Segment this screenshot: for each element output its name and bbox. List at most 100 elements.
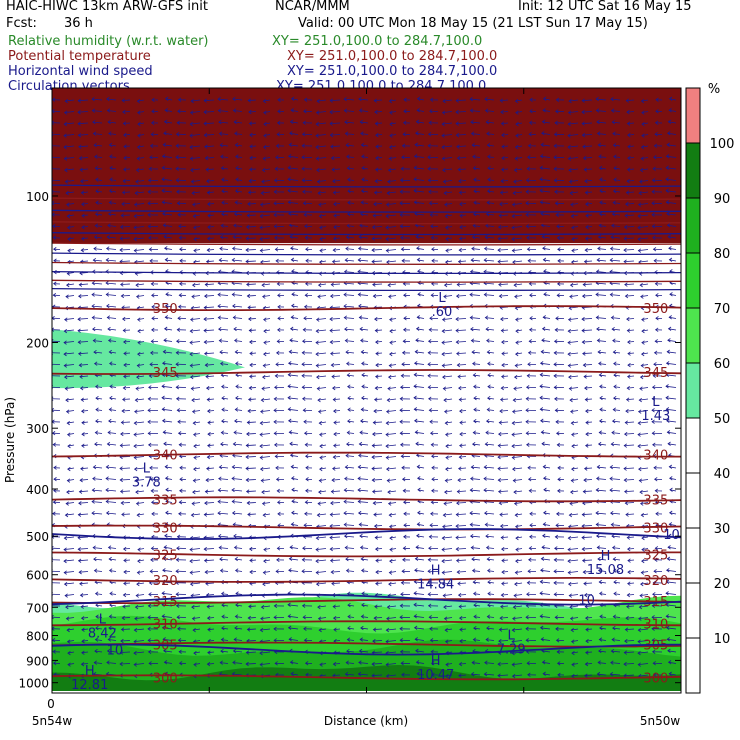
circulation-vector bbox=[247, 513, 257, 515]
circulation-vector bbox=[610, 294, 621, 296]
circulation-vector bbox=[627, 329, 635, 332]
circulation-vector-head bbox=[273, 178, 278, 183]
circulation-vector-head bbox=[303, 316, 307, 321]
circulation-vector bbox=[109, 386, 117, 388]
circulation-vector-head bbox=[248, 604, 252, 609]
circulation-vector-head bbox=[581, 546, 585, 552]
circulation-vector-head bbox=[204, 489, 209, 494]
circulation-vector bbox=[91, 305, 103, 308]
circulation-vector bbox=[109, 616, 117, 618]
circulation-vector-head bbox=[248, 546, 253, 552]
circulation-vector-head bbox=[78, 489, 83, 494]
circulation-vector bbox=[375, 387, 383, 389]
circulation-vector-head bbox=[63, 110, 68, 115]
circulation-vector bbox=[263, 329, 271, 332]
circulation-vector-head bbox=[235, 602, 239, 608]
circulation-vector-head bbox=[553, 362, 557, 367]
circulation-vector bbox=[207, 640, 215, 642]
circulation-vector-head bbox=[190, 512, 195, 518]
circulation-vector bbox=[260, 421, 271, 424]
circulation-vector-head bbox=[514, 144, 519, 150]
circulation-vector bbox=[568, 329, 579, 332]
circulation-vector bbox=[95, 409, 103, 411]
circulation-vector bbox=[458, 674, 467, 676]
circulation-vector bbox=[459, 203, 467, 205]
circulation-vector bbox=[585, 410, 593, 412]
circulation-vector-head bbox=[431, 247, 435, 252]
circulation-vector-head bbox=[427, 339, 432, 344]
circulation-vector-head bbox=[553, 350, 557, 355]
circulation-vector bbox=[204, 329, 215, 332]
circulation-vector-head bbox=[584, 247, 588, 253]
circulation-vector-head bbox=[262, 145, 267, 150]
circulation-vector-head bbox=[217, 511, 221, 516]
circulation-vector-head bbox=[248, 178, 252, 184]
circulation-vector bbox=[585, 237, 593, 239]
circulation-vector-head bbox=[287, 614, 291, 619]
circulation-vector-head bbox=[347, 395, 351, 401]
circulation-vector bbox=[541, 431, 551, 434]
circulation-vector-head bbox=[554, 120, 558, 125]
circulation-vector-head bbox=[441, 582, 446, 587]
circulation-vector bbox=[316, 111, 327, 114]
circulation-vector-head bbox=[219, 350, 223, 355]
circulation-vector bbox=[486, 213, 495, 216]
circulation-vector-head bbox=[385, 455, 389, 460]
circulation-vector-head bbox=[651, 189, 655, 194]
circulation-vector-head bbox=[430, 293, 434, 298]
circulation-vector-head bbox=[346, 211, 351, 217]
y-tick-label: 800 bbox=[26, 630, 49, 644]
circulation-vector-head bbox=[484, 522, 488, 527]
circulation-vector bbox=[610, 98, 621, 101]
circulation-vector-head bbox=[53, 465, 57, 470]
circulation-vector-head bbox=[343, 96, 347, 102]
circulation-vector-head bbox=[539, 384, 543, 389]
circulation-vector-head bbox=[176, 120, 180, 125]
circulation-vector bbox=[416, 454, 425, 457]
circulation-vector bbox=[232, 455, 243, 457]
circulation-vector-head bbox=[259, 662, 263, 667]
circulation-vector bbox=[123, 582, 131, 584]
circulation-vector-head bbox=[95, 200, 99, 205]
circulation-vector bbox=[596, 271, 607, 273]
circulation-vector bbox=[667, 443, 677, 446]
circulation-vector bbox=[316, 122, 327, 125]
circulation-vector-head bbox=[177, 212, 181, 217]
circulation-vector-head bbox=[163, 648, 167, 653]
circulation-vector bbox=[501, 387, 509, 389]
circulation-vector-head bbox=[498, 213, 502, 218]
circulation-vector bbox=[613, 351, 621, 354]
circulation-vector-head bbox=[189, 144, 193, 150]
circulation-vector bbox=[249, 364, 257, 366]
circulation-vector-head bbox=[515, 340, 519, 345]
circulation-vector-head bbox=[262, 513, 266, 518]
circulation-vector bbox=[472, 144, 481, 147]
circulation-vector bbox=[134, 260, 145, 263]
circulation-vector-head bbox=[133, 248, 138, 253]
circulation-vector-head bbox=[203, 98, 207, 103]
circulation-vector-head bbox=[583, 581, 587, 586]
circulation-vector-head bbox=[416, 96, 421, 101]
circulation-vector-head bbox=[178, 500, 183, 505]
circulation-vector bbox=[459, 410, 467, 412]
circulation-vector-head bbox=[526, 166, 530, 171]
circulation-vector bbox=[248, 410, 257, 412]
y-tick-label: 300 bbox=[26, 422, 49, 436]
circulation-vector-head bbox=[458, 466, 462, 471]
circulation-vector-head bbox=[302, 615, 306, 620]
circulation-vector-head bbox=[371, 236, 375, 241]
circulation-vector-head bbox=[276, 488, 280, 493]
circulation-vector bbox=[134, 467, 145, 470]
circulation-vector bbox=[249, 548, 257, 550]
circulation-vector-head bbox=[582, 362, 587, 368]
circulation-vector-head bbox=[567, 363, 572, 368]
circulation-vector bbox=[204, 502, 215, 504]
circulation-vector-head bbox=[499, 408, 503, 414]
circulation-vector-head bbox=[301, 373, 305, 378]
circulation-vector bbox=[498, 433, 509, 435]
circulation-vector-head bbox=[501, 546, 505, 552]
circulation-vector-head bbox=[95, 626, 99, 631]
circulation-vector-head bbox=[403, 511, 407, 516]
circulation-vector-head bbox=[232, 660, 236, 665]
circulation-vector bbox=[232, 248, 243, 250]
